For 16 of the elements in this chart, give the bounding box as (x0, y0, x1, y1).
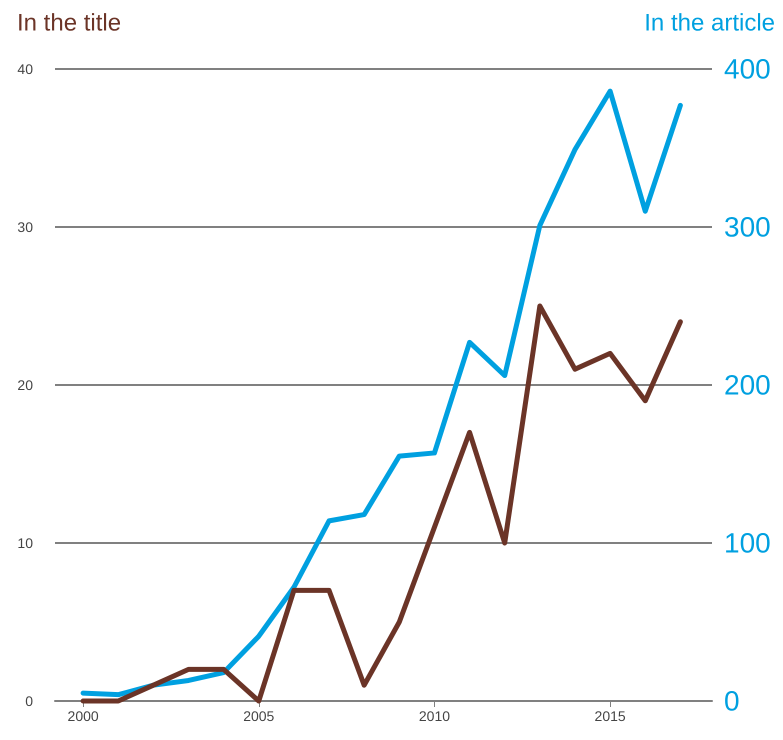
y2-tick-label: 100 (724, 528, 771, 558)
y-tick-label: 30 (17, 219, 34, 235)
y-tick-label: 0 (25, 693, 34, 709)
y-tick-label: 40 (17, 61, 34, 77)
x-tick-label: 2000 (68, 708, 99, 724)
y2-axis-title: In the article (644, 10, 775, 36)
y2-tick-label: 200 (724, 370, 771, 400)
y2-tick-label: 400 (724, 54, 771, 84)
x-tick-label: 2005 (243, 708, 275, 724)
x-tick-label: 2015 (594, 708, 626, 724)
y-tick-label: 10 (17, 535, 34, 551)
y-axis-title: In the title (17, 10, 122, 36)
y-tick-label: 20 (17, 377, 34, 393)
y2-tick-label: 0 (724, 686, 740, 716)
y2-tick-label: 300 (724, 212, 771, 242)
x-tick-label: 2010 (418, 708, 450, 724)
